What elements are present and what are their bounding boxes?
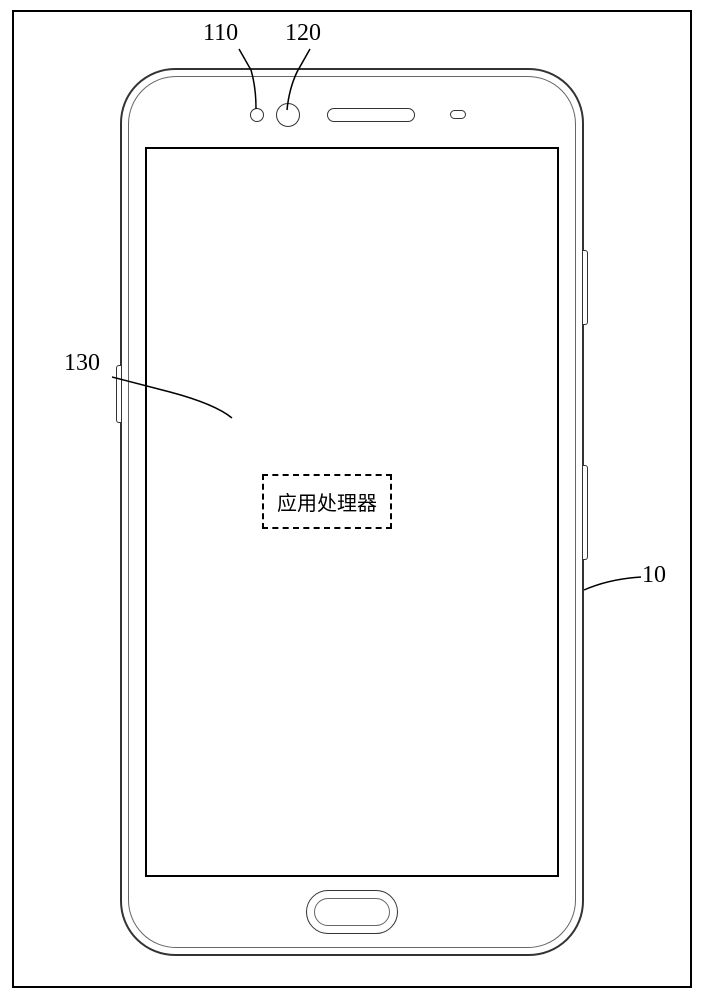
application-processor-box: 应用处理器 xyxy=(262,474,392,529)
home-button-icon xyxy=(306,890,398,934)
side-button-right-lower xyxy=(583,465,588,560)
phone-body: 应用处理器 xyxy=(120,68,584,956)
sensor-dot-icon xyxy=(450,110,466,119)
camera-large-icon xyxy=(276,103,300,127)
side-button-right-upper xyxy=(583,250,588,325)
diagram-canvas: 应用处理器 110 120 130 10 xyxy=(0,0,704,1000)
side-button-left xyxy=(116,365,121,423)
reference-label-130: 130 xyxy=(64,350,100,377)
reference-label-10: 10 xyxy=(642,562,666,589)
reference-label-110: 110 xyxy=(203,20,238,47)
camera-small-icon xyxy=(250,108,264,122)
speaker-slot-icon xyxy=(327,108,415,122)
phone-screen: 应用处理器 xyxy=(145,147,559,877)
reference-label-120: 120 xyxy=(285,20,321,47)
application-processor-label: 应用处理器 xyxy=(277,487,377,516)
